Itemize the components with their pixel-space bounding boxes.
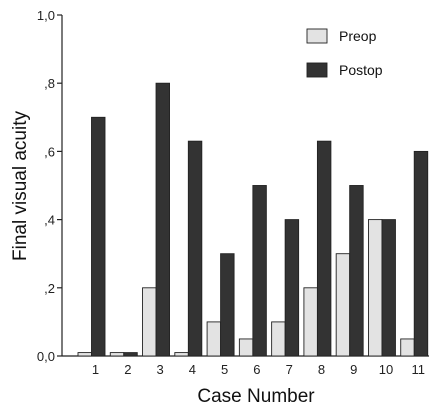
x-tick-label: 11 xyxy=(412,362,426,377)
bar-preop-case-2 xyxy=(109,352,125,357)
y-axis-title: Final visual acuity xyxy=(10,111,31,261)
y-tick-label: ,2 xyxy=(44,281,55,296)
x-tick-label: 6 xyxy=(253,362,260,377)
bar-preop-case-11 xyxy=(400,338,415,357)
x-tick-label: 4 xyxy=(189,362,196,377)
bar-postop-case-8 xyxy=(316,140,332,357)
x-tick-label: 9 xyxy=(350,362,357,377)
y-tick-label: 1,0 xyxy=(37,8,55,23)
bar-preop-case-1 xyxy=(77,352,92,357)
legend-swatch-preop xyxy=(306,28,328,44)
y-tick-label: ,6 xyxy=(44,144,55,159)
y-tick-label: 0,0 xyxy=(37,349,55,364)
y-tick-label: ,4 xyxy=(44,213,55,228)
bar-preop-case-9 xyxy=(335,253,351,357)
bar-postop-case-10 xyxy=(381,219,396,357)
bar-preop-case-3 xyxy=(142,287,157,357)
bar-postop-case-5 xyxy=(220,253,235,357)
bar-postop-case-4 xyxy=(187,140,203,357)
bar-postop-case-11 xyxy=(413,150,429,357)
legend-label-preop: Preop xyxy=(339,28,377,44)
x-tick-label: 1 xyxy=(92,362,99,377)
legend-label-postop: Postop xyxy=(339,62,383,78)
bar-postop-case-9 xyxy=(349,185,364,357)
bar-postop-case-1 xyxy=(91,116,106,357)
bar-postop-case-7 xyxy=(284,219,300,357)
bar-preop-case-7 xyxy=(271,321,286,357)
plot-area: 0,0 ,2 ,4 ,6 ,8 1,0 1 2 3 4 5 6 7 8 9 10 11 Preop Postop xyxy=(37,8,429,377)
x-tick-label: 10 xyxy=(379,362,393,377)
legend-swatch-postop xyxy=(306,62,328,78)
bar-preop-case-10 xyxy=(368,219,383,357)
x-tick-label: 5 xyxy=(221,362,228,377)
x-tick-label: 3 xyxy=(156,362,163,377)
bar-postop-case-3 xyxy=(155,82,170,357)
x-axis-title: Case Number xyxy=(197,386,315,407)
x-tick-label: 7 xyxy=(286,362,293,377)
bar-postop-case-6 xyxy=(252,185,267,357)
x-tick-label: 8 xyxy=(318,362,325,377)
bar-preop-case-4 xyxy=(174,352,189,357)
bar-postop-case-2 xyxy=(123,352,138,357)
bar-preop-case-5 xyxy=(206,321,222,357)
bar-preop-case-6 xyxy=(238,338,254,357)
bar-preop-case-8 xyxy=(303,287,318,357)
x-tick-label: 2 xyxy=(124,362,131,377)
y-tick-label: ,8 xyxy=(44,76,55,91)
